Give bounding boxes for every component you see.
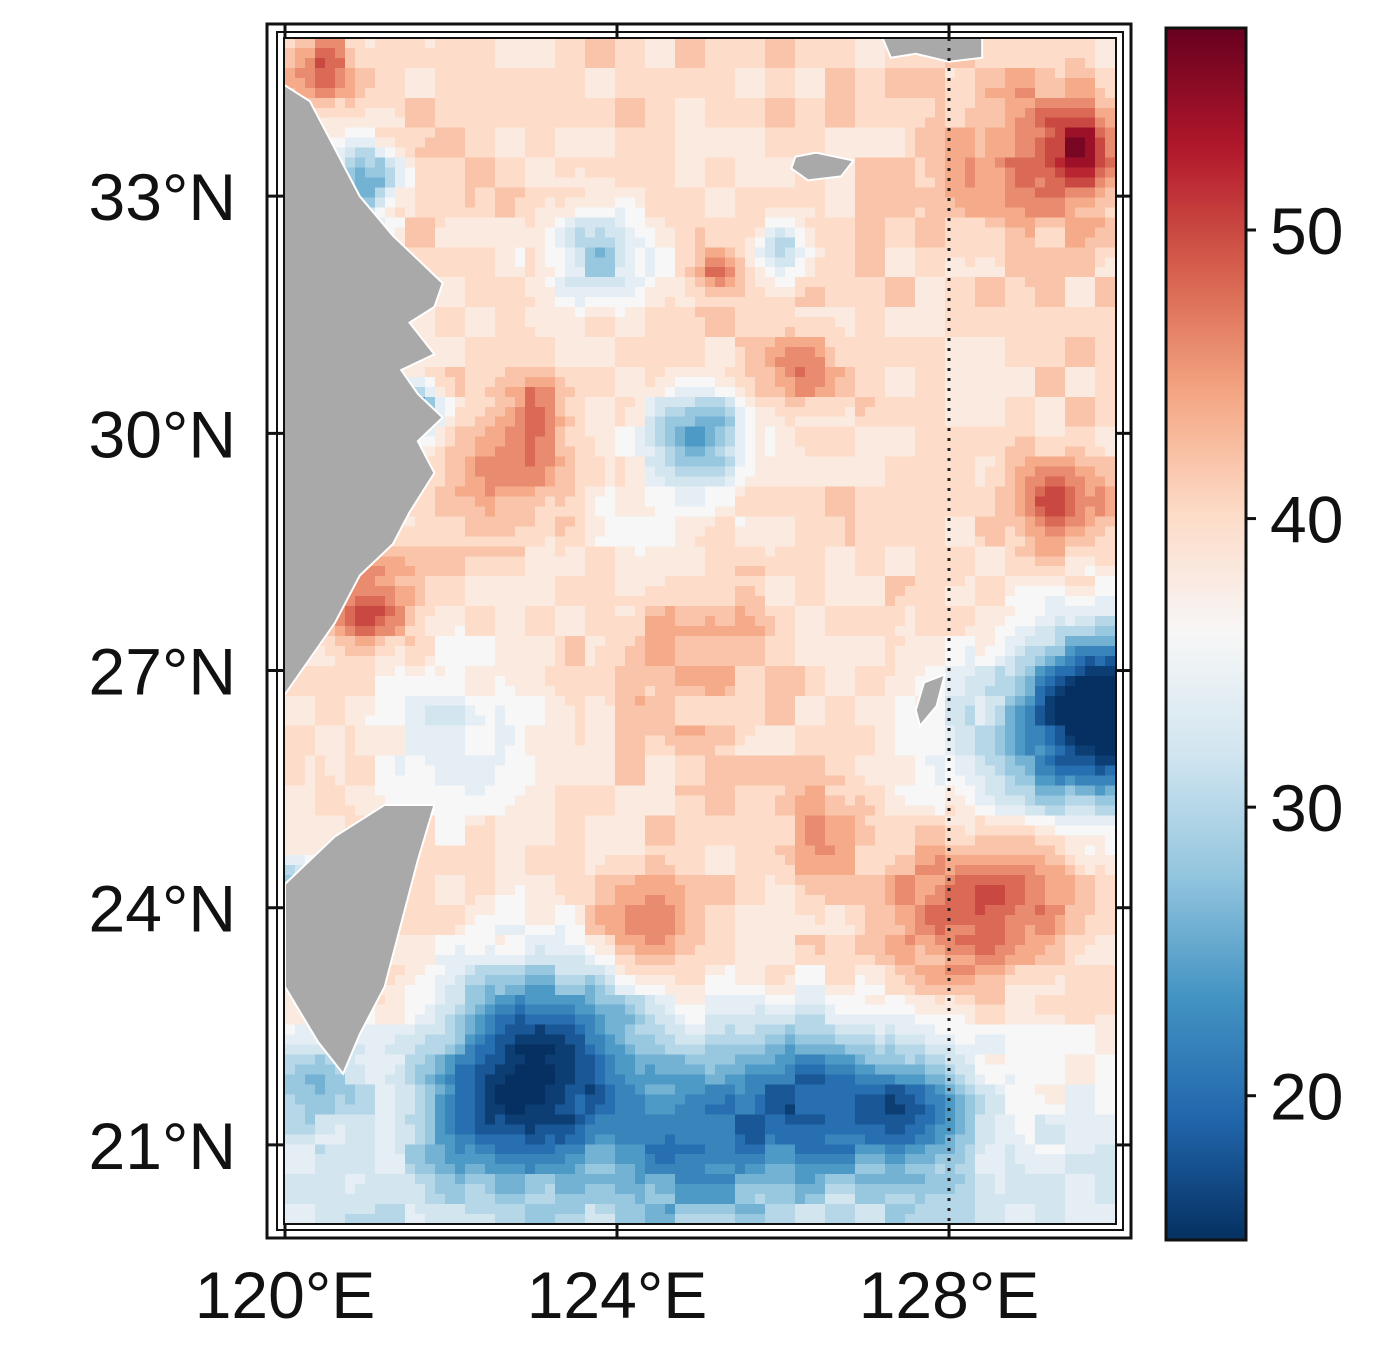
colorbar-tick-label: 50 [1270,194,1343,268]
x-tick-label: 120°E [195,1258,376,1332]
field-raster [285,38,1115,1224]
y-axis: 33°N 30°N 27°N 24°N 21°N [89,160,236,1183]
land-china-mainland [285,84,445,696]
y-tick-label: 33°N [89,160,236,234]
y-tick-label: 30°N [89,397,236,471]
colorbar-ticks: 50 40 30 20 [1246,194,1343,1134]
y-tick-label: 21°N [89,1109,236,1183]
colorbar-tick-label: 20 [1270,1060,1343,1134]
y-tick-label: 27°N [89,635,236,709]
map-plot-area [265,22,1133,1240]
colorbar-tick-label: 30 [1270,771,1343,845]
frame-tick-marks [267,24,1131,1238]
colorbar-tick-label: 40 [1270,483,1343,557]
x-axis: 120°E 124°E 128°E [195,1258,1040,1332]
colorbar-ramp [1164,26,1248,1242]
land-korea-south-tip [881,38,984,63]
land-okinawa [914,672,947,729]
map-frame [265,22,1133,1240]
x-tick-label: 124°E [527,1258,708,1332]
land-taiwan [285,803,436,1076]
y-tick-label: 24°N [89,872,236,946]
land-layer [285,38,984,1076]
x-tick-label: 128°E [859,1258,1040,1332]
land-jeju [790,151,856,182]
colorbar: 50 40 30 20 [1164,26,1343,1242]
